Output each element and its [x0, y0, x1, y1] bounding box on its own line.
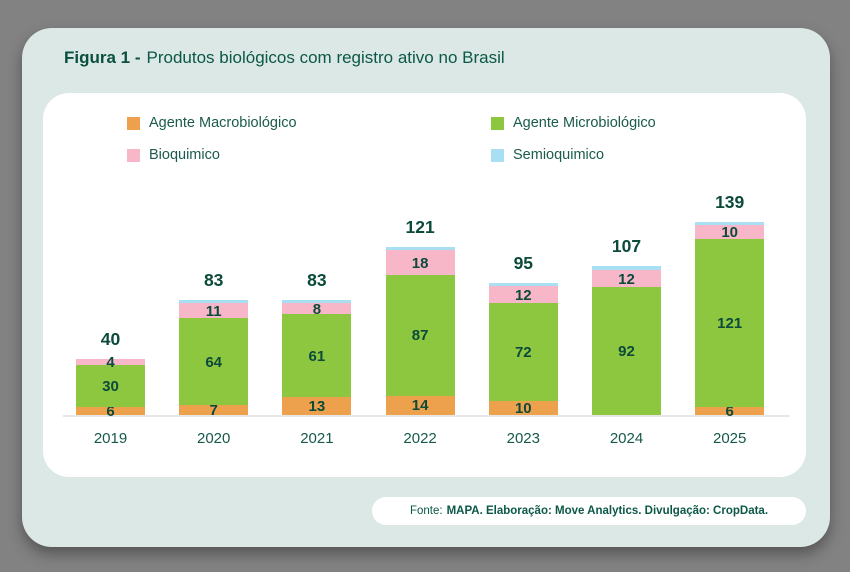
bar-2024-total: 107: [611, 236, 642, 257]
bar-2020-total: 83: [203, 269, 224, 290]
legend-swatch-microbiologico-icon: [491, 116, 504, 130]
bar-2020-segment-1: [179, 318, 249, 406]
figure-number-label: Figura 1 -: [64, 48, 141, 67]
bar-2025-total: 139: [715, 191, 745, 212]
bar-2025-segment-3: [695, 221, 765, 226]
legend-item-semioquimico: Semioquimico: [491, 147, 604, 163]
source-text: MAPA. Elaboração: Move Analytics. Divulg…: [446, 505, 769, 517]
figure-card: Figura 1 - Produtos biológicos com regis…: [22, 28, 830, 547]
bar-2025-segment-1: [695, 239, 765, 407]
legend-label-microbiologico: Agente Microbiológico: [513, 115, 656, 131]
bar-2023-segment-3: [488, 282, 558, 287]
figure-caption: Produtos biológicos com registro ativo n…: [146, 48, 505, 67]
legend-swatch-semioquimico-icon: [491, 148, 504, 162]
bar-2021-total: 83: [307, 269, 327, 290]
bar-2023-segment-1: [488, 303, 558, 402]
bar-2025-segment-2: [695, 225, 765, 240]
source-prefix: Fonte:: [409, 505, 443, 517]
bar-2020-segment-0: [179, 405, 249, 415]
legend-item-macrobiologico: Agente Macrobiológico: [127, 115, 297, 131]
legend-item-microbiologico: Agente Microbiológico: [491, 115, 656, 131]
x-axis-tick-2025: 2025: [713, 430, 747, 447]
bar-chart-plot: 6 30 4 40 2019 7 64 11 83 2020 13 61 8 83 2021 14 87 18 12…: [43, 93, 806, 477]
bar-2020-segment-3: [179, 299, 249, 304]
bar-2022-segment-2: [385, 250, 455, 276]
x-axis-line: [63, 415, 790, 417]
bar-2023-total: 95: [513, 252, 534, 273]
source-pill: Fonte: MAPA. Elaboração: Move Analytics.…: [372, 497, 806, 525]
bar-2022-segment-3: [385, 246, 455, 251]
legend-label-bioquimico: Bioquimico: [149, 147, 220, 163]
bar-2019-segment-2: [76, 359, 145, 365]
bar-2021-segment-3: [282, 299, 352, 304]
chart-panel: Agente Macrobiológico Agente Microbiológ…: [43, 93, 806, 477]
bar-2021-segment-1: [282, 314, 352, 397]
bar-2023-segment-2: [488, 286, 558, 304]
legend-label-macrobiologico: Agente Macrobiológico: [149, 115, 297, 131]
x-axis-tick-2020: 2020: [197, 430, 231, 447]
figure-title: Figura 1 - Produtos biológicos com regis…: [64, 48, 505, 68]
bar-2022-segment-0: [385, 395, 455, 415]
legend-item-bioquimico: Bioquimico: [127, 147, 220, 163]
bar-2024-segment-1: [592, 287, 661, 415]
bar-2025-segment-0: [695, 406, 765, 415]
legend-swatch-bioquimico-icon: [127, 148, 140, 162]
bar-2019-total: 40: [100, 329, 121, 350]
legend-swatch-macrobiologico-icon: [127, 116, 140, 130]
bar-2022-segment-1: [385, 275, 455, 396]
bar-2020-segment-2: [179, 303, 249, 319]
bar-2023-segment-0: [488, 401, 558, 415]
bar-2024-segment-2: [592, 270, 661, 288]
x-axis-tick-2019: 2019: [93, 430, 128, 447]
bar-2019-segment-1: [76, 364, 145, 407]
bar-2024-segment-3: [592, 266, 661, 271]
legend-label-semioquimico: Semioquimico: [513, 147, 605, 163]
bar-2022-total: 121: [405, 216, 435, 237]
bar-2021-segment-2: [282, 303, 352, 315]
x-axis-tick-2023: 2023: [506, 430, 540, 447]
x-axis-tick-2021: 2021: [300, 430, 334, 447]
bar-2019-segment-0: [76, 406, 145, 415]
x-axis-tick-2022: 2022: [403, 430, 437, 447]
bar-2021-segment-0: [282, 396, 352, 415]
x-axis-tick-2024: 2024: [609, 430, 644, 447]
